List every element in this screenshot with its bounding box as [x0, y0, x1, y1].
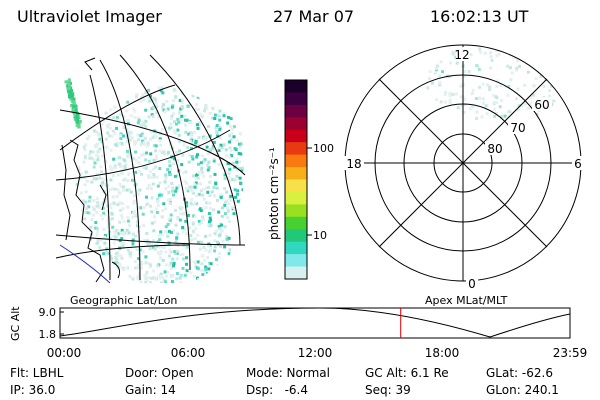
- colorbar-segment: [285, 80, 307, 93]
- filter-field: Flt: LBHL: [10, 366, 64, 380]
- colorbar-tick-10: 10: [313, 229, 327, 242]
- mlt-label-0: 0: [468, 277, 476, 291]
- colorbar-segment: [285, 117, 307, 131]
- colorbar: 100 10 photon cm⁻²s⁻¹: [267, 79, 334, 280]
- glon-field: GLon: 240.1: [486, 383, 559, 397]
- gc-alt-field: GC Alt: 6.1 Re: [365, 366, 449, 380]
- timeline-ylabel: GC Alt: [9, 306, 22, 341]
- door-field: Door: Open: [125, 366, 194, 380]
- ip-field: IP: 36.0: [10, 383, 56, 397]
- uv-emission-speckle: [64, 78, 245, 283]
- colorbar-segment: [285, 92, 307, 106]
- terminator-line: [59, 244, 111, 284]
- timeline-xtick-0: 00:00: [47, 346, 82, 360]
- date-label: 27 Mar 07: [273, 7, 355, 26]
- colorbar-segment: [285, 142, 307, 156]
- mlat-label-80: 80: [487, 142, 502, 156]
- colorbar-segment: [285, 167, 307, 181]
- altitude-curve: [59, 307, 571, 338]
- instrument-title: Ultraviolet Imager: [17, 7, 162, 26]
- geographic-grid: [55, 54, 246, 281]
- timeline-ytick-1-8: 1.8: [39, 328, 57, 341]
- colorbar-segment: [285, 204, 307, 218]
- timeline-xtick-3: 18:00: [425, 346, 460, 360]
- mlt-label-12: 12: [454, 48, 469, 62]
- colorbar-segment: [285, 191, 307, 205]
- colorbar-segment: [285, 154, 307, 168]
- colorbar-segment: [285, 254, 307, 268]
- mlt-label-6: 6: [574, 157, 582, 171]
- colorbar-segment: [285, 104, 307, 118]
- altitude-timeline: 9.0 1.8 GC Alt 00:00 06:00 12:00 18:00 2…: [9, 306, 587, 360]
- mlat-label-60: 60: [534, 98, 549, 112]
- glat-field: GLat: -62.6: [486, 366, 553, 380]
- coastline: [61, 139, 121, 283]
- colorbar-segment: [285, 229, 307, 243]
- colorbar-segment: [285, 241, 307, 255]
- timeline-xtick-4: 23:59: [553, 346, 588, 360]
- polar-panel-label: Apex MLat/MLT: [425, 294, 508, 307]
- polar-emission-speckle: [426, 45, 578, 120]
- timeline-ytick-9: 9.0: [39, 306, 57, 319]
- colorbar-segment: [285, 216, 307, 230]
- colorbar-segment: [285, 179, 307, 193]
- timeline-xtick-1: 06:00: [171, 346, 206, 360]
- geographic-image-panel: [55, 54, 246, 284]
- polar-plot-panel: 12 18 6 0 60 70 80: [344, 44, 584, 291]
- mlt-label-18: 18: [346, 157, 361, 171]
- timeline-xtick-2: 12:00: [298, 346, 333, 360]
- dsp-field: Dsp: -6.4: [246, 383, 309, 397]
- colorbar-segment: [285, 266, 307, 280]
- colorbar-tick-100: 100: [313, 142, 334, 155]
- gain-field: Gain: 14: [125, 383, 176, 397]
- time-label: 16:02:13 UT: [430, 7, 529, 26]
- geographic-panel-label: Geographic Lat/Lon: [70, 294, 177, 307]
- mlat-label-70: 70: [510, 121, 525, 135]
- colorbar-segment: [285, 129, 307, 143]
- seq-field: Seq: 39: [365, 383, 411, 397]
- polar-grid: [344, 44, 582, 282]
- mode-field: Mode: Normal: [246, 366, 330, 380]
- colorbar-unit-label: photon cm⁻²s⁻¹: [267, 147, 281, 240]
